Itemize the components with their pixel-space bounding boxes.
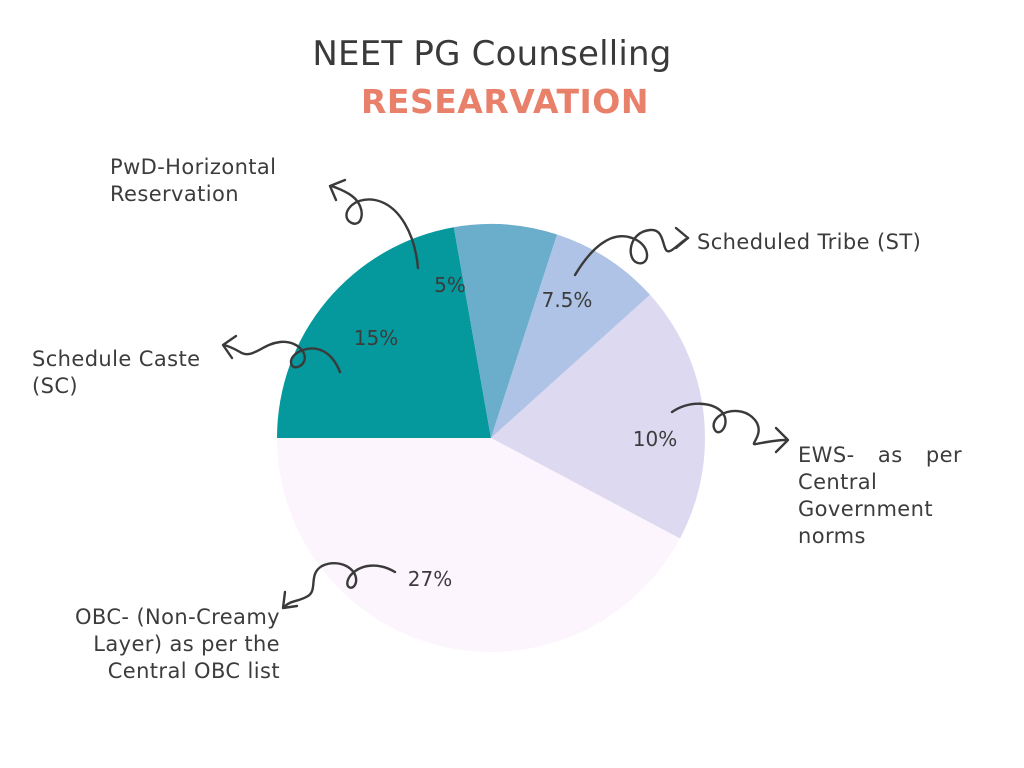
slice-percent-label: 7.5%: [542, 288, 593, 312]
arrow-pwd: [330, 184, 420, 270]
label-pwd: PwD-Horizontal Reservation: [110, 155, 277, 206]
slice-percent-label: 15%: [354, 326, 398, 350]
label-sc: Schedule Caste (SC): [32, 347, 201, 398]
pie-slice: [453, 223, 558, 438]
arrow-sc-head: [221, 334, 238, 360]
arrow-st: [573, 228, 690, 277]
chart-title: NEET PG Counselling: [312, 34, 672, 74]
arrow-ews: [670, 402, 788, 446]
label-obc: OBC- (Non-Creamy Layer) as per the Centr…: [74, 605, 280, 683]
arrow-obc-head: [281, 590, 299, 610]
label-st: Scheduled Tribe (ST): [697, 230, 922, 254]
slice-percent-label: 27%: [408, 567, 452, 591]
slice-percent-label: 10%: [633, 427, 677, 451]
label-ews: EWS- as per Central Government norms: [798, 443, 962, 548]
arrow-obc: [283, 561, 397, 608]
arrow-pwd-head: [328, 178, 347, 202]
arrow-ews-head: [774, 426, 790, 454]
pie-slice: [491, 234, 651, 438]
slice-percent-label: 5%: [434, 273, 466, 297]
arrow-sc: [222, 340, 342, 374]
arrow-st-head: [674, 226, 690, 250]
pie-slice: [277, 438, 680, 653]
curly-arrows: [221, 178, 790, 610]
pie-slice: [277, 227, 491, 438]
chart-subtitle: RESEARVATION: [361, 82, 649, 121]
pie-slice: [491, 294, 705, 539]
